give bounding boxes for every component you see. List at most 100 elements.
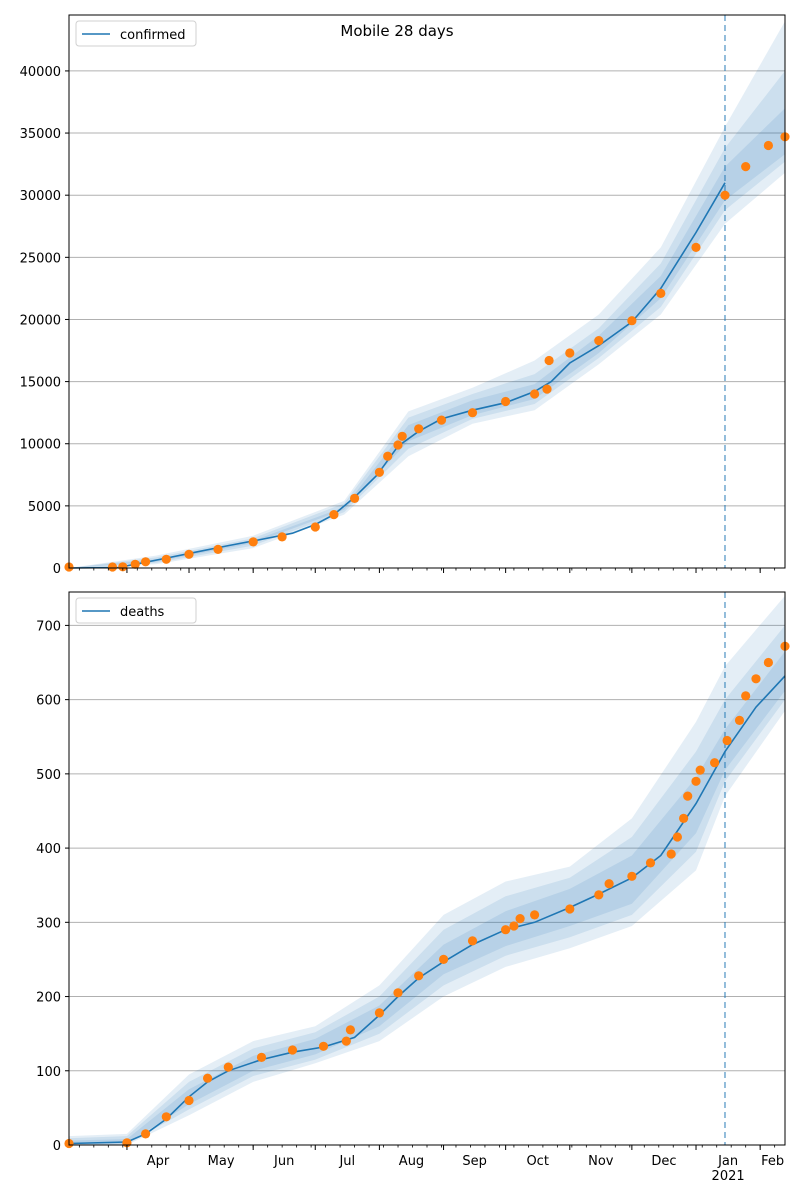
observed-point: [530, 389, 540, 399]
deaths-panel: 0 100 200 300 400 500 600 700 deaths: [36, 591, 790, 1154]
x-tick-label: Jan: [717, 1154, 738, 1169]
y-tick-label: 40000: [20, 65, 61, 80]
y-tick-label: 15000: [20, 376, 61, 391]
uncertainty-band-p95: [69, 21, 785, 568]
observed-point: [565, 904, 575, 914]
x-tick-label: Sep: [462, 1154, 487, 1169]
observed-point: [436, 415, 447, 425]
observed-point: [130, 559, 140, 569]
x-tick-label: Dec: [651, 1154, 676, 1169]
y-tick-label: 5000: [28, 500, 61, 515]
y-tick-label: 30000: [20, 189, 61, 204]
observed-point: [544, 355, 554, 366]
observed-point: [672, 832, 683, 842]
uncertainty-band-p80: [69, 625, 785, 1145]
observed-point: [256, 1052, 267, 1062]
observed-point: [763, 657, 774, 668]
observed-point: [604, 879, 614, 889]
legend-box: [75, 20, 197, 47]
observed-point: [627, 316, 637, 326]
observed-point: [383, 451, 393, 461]
y-tick-label: 100: [36, 1065, 61, 1080]
y-tick-label: 0: [53, 1139, 61, 1154]
observed-point: [223, 1062, 233, 1072]
observed-point: [287, 1045, 298, 1055]
observed-point: [341, 1036, 351, 1046]
x-tick-label: Jun: [273, 1154, 294, 1169]
observed-point: [530, 910, 540, 920]
model-series-line: [68, 182, 726, 569]
observed-point: [501, 396, 511, 407]
observed-point: [393, 440, 403, 450]
y-tick-label: 500: [36, 768, 61, 783]
x-axis-labels: Apr May Jun Jul Aug Sep Oct Nov Dec Jan Feb 2021: [147, 1154, 784, 1184]
observed-point: [515, 914, 525, 924]
y-tick-label: 700: [36, 619, 61, 634]
y-tick-label: 300: [36, 916, 61, 931]
x-tick-label: Feb: [761, 1154, 784, 1169]
x-tick-label: Oct: [526, 1154, 548, 1169]
legend-label: confirmed: [120, 28, 186, 43]
x-tick-label: Jul: [338, 1154, 355, 1169]
y-tick-label: 600: [36, 694, 61, 709]
observed-point: [763, 140, 774, 151]
figure-title: Mobile 28 days: [340, 22, 453, 40]
observed-point: [374, 1008, 384, 1018]
observed-point: [118, 562, 128, 572]
x-tick-label: May: [208, 1154, 235, 1169]
observed-point: [710, 758, 720, 768]
legend: confirmed: [75, 20, 197, 47]
observed-point: [594, 890, 604, 900]
observed-point: [722, 735, 732, 746]
legend-label: deaths: [120, 605, 165, 620]
observed-point: [397, 431, 407, 441]
observed-point: [141, 557, 151, 567]
observed-point: [184, 549, 194, 559]
observed-point: [501, 925, 511, 935]
model-series-line: [68, 675, 786, 1145]
y-tick-label: 10000: [20, 438, 61, 453]
uncertainty-band-p80: [69, 70, 785, 569]
y-tick-label: 200: [36, 991, 61, 1006]
uncertainty-band-p50: [69, 108, 785, 568]
observed-point: [141, 1129, 151, 1139]
observed-point: [203, 1073, 213, 1083]
observed-point: [414, 424, 424, 434]
observed-point: [310, 522, 320, 532]
observed-point: [161, 1112, 171, 1122]
y-tick-label: 400: [36, 842, 61, 857]
y-tick-label: 20000: [20, 313, 61, 328]
observed-point: [248, 537, 258, 547]
uncertainty-band-p95: [69, 595, 785, 1145]
x-year-label: 2021: [712, 1169, 745, 1184]
observed-point: [439, 954, 449, 965]
observed-point: [695, 765, 705, 775]
observed-point: [691, 242, 701, 252]
legend: deaths: [75, 597, 197, 624]
y-tick-label: 0: [53, 562, 61, 577]
observed-point: [656, 288, 666, 298]
legend-box: [75, 597, 197, 624]
observed-point: [467, 936, 478, 946]
observed-point: [565, 348, 575, 358]
axes-frame: [68, 14, 786, 569]
observed-point: [734, 715, 745, 726]
x-tick-label: Nov: [588, 1154, 614, 1169]
observed-point: [107, 562, 118, 572]
observed-point: [666, 849, 676, 859]
observed-point: [679, 813, 689, 824]
observed-point: [393, 988, 403, 998]
observed-point: [277, 532, 287, 542]
observed-point: [645, 858, 656, 868]
observed-point: [594, 336, 604, 346]
observed-point: [509, 921, 519, 931]
observed-point: [318, 1041, 329, 1051]
observed-point: [542, 384, 552, 394]
y-tick-label: 25000: [20, 251, 61, 266]
observed-point: [329, 509, 339, 520]
observed-point: [184, 1095, 194, 1106]
observed-point: [741, 691, 751, 701]
x-tick-label: Apr: [147, 1154, 170, 1169]
observed-point: [741, 162, 751, 172]
